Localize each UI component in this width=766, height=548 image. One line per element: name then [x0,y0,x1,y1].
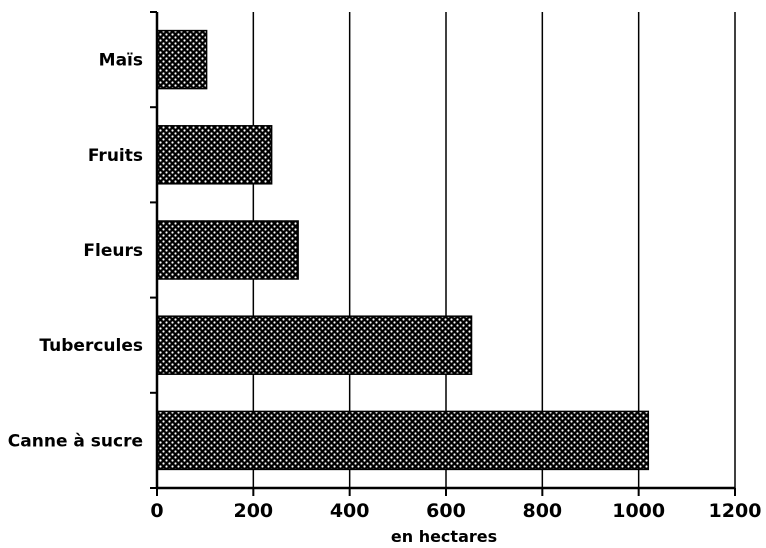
x-tick-label: 0 [150,500,163,522]
x-axis-label: en hectares [391,527,497,546]
bar [156,315,473,375]
bar [156,220,299,280]
bar [156,125,273,185]
bars [156,29,650,471]
x-tick-label: 400 [330,500,370,522]
labels: 0 200 400 600 800 1000 1200 Maïs Fruits Fleurs Tub… [8,51,762,522]
x-tick-label: 200 [233,500,273,522]
bar [156,410,650,471]
x-tick-label: 1000 [612,500,665,522]
category-label: Maïs [99,51,143,71]
category-label: Canne à sucre [8,431,143,451]
bar [156,29,208,90]
x-tick-label: 600 [426,500,466,522]
category-label: Fruits [88,146,143,166]
category-label: Tubercules [39,336,143,356]
axes [150,11,736,496]
x-tick-label: 800 [522,500,562,522]
gridlines [252,12,736,488]
x-tick-label: 1200 [709,500,762,522]
category-label: Fleurs [83,241,143,261]
